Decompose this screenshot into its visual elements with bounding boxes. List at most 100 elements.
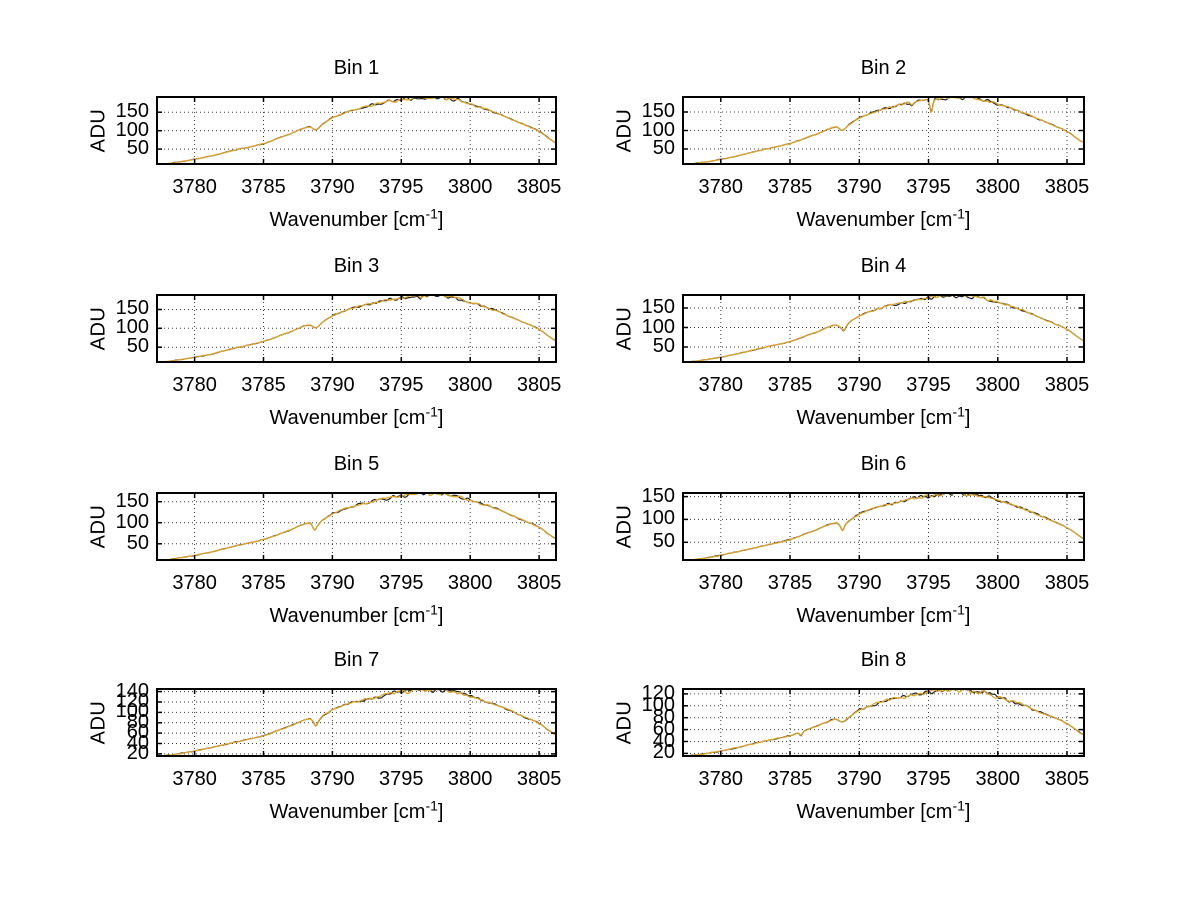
grid — [156, 492, 557, 561]
x-axis-label: Wavenumber [cm-1] — [269, 601, 444, 627]
plot-canvas — [156, 688, 557, 757]
x-tick-label: 3780 — [698, 768, 744, 790]
y-tick-label: 20 — [126, 741, 149, 764]
x-tick-label: 3790 — [310, 374, 355, 396]
subplot-title: Bin 7 — [333, 649, 380, 671]
x-tick-label: 3785 — [767, 374, 813, 396]
y-tick-label: 80 — [126, 710, 149, 733]
y-tick-label: 100 — [641, 507, 675, 530]
plot-canvas — [682, 688, 1085, 757]
x-tick-label: 3785 — [767, 572, 813, 594]
grid — [156, 96, 557, 165]
y-tick-label: 150 — [115, 489, 149, 512]
subplot-title: Bin 6 — [860, 453, 907, 475]
plot-canvas — [156, 492, 557, 561]
x-axis-label: Wavenumber [cm-1] — [269, 403, 444, 429]
spectrum-line — [682, 492, 1085, 561]
x-tick-label: 3785 — [241, 572, 286, 594]
x-tick-label: 3780 — [172, 374, 217, 396]
x-tick-label: 3800 — [975, 176, 1021, 198]
x-tick-label: 3800 — [975, 374, 1021, 396]
x-tick-label: 3780 — [698, 374, 744, 396]
y-tick-label: 50 — [652, 530, 675, 553]
y-tick-label: 50 — [652, 335, 675, 358]
subplot-title: Bin 2 — [860, 57, 907, 79]
x-tick-label: 3785 — [241, 768, 286, 790]
x-tick-label: 3785 — [767, 768, 813, 790]
y-tick-label: 80 — [652, 705, 675, 728]
plot-canvas — [682, 294, 1085, 363]
x-tick-label: 3800 — [975, 572, 1021, 594]
x-tick-label: 3795 — [906, 768, 951, 790]
x-tick-label: 3780 — [698, 176, 744, 198]
y-tick-label: 100 — [641, 118, 675, 141]
axis-frame — [682, 96, 1085, 165]
x-tick-label: 3805 — [516, 768, 562, 790]
y-tick-label: 150 — [115, 297, 149, 320]
x-tick-label: 3805 — [1044, 768, 1090, 790]
y-tick-label: 150 — [641, 484, 675, 507]
y-tick-label: 40 — [126, 731, 149, 754]
subplot-title: Bin 1 — [333, 57, 380, 79]
x-tick-label: 3795 — [906, 374, 951, 396]
y-tick-label: 40 — [652, 729, 675, 752]
y-tick-label: 100 — [115, 700, 149, 723]
x-tick-label: 3800 — [447, 768, 493, 790]
axis-frame — [682, 688, 1085, 757]
y-tick-label: 50 — [126, 335, 149, 358]
axis-frame — [156, 492, 557, 561]
subplot-title: Bin 4 — [860, 255, 907, 277]
x-tick-label: 3800 — [447, 572, 493, 594]
x-tick-label: 3780 — [172, 768, 217, 790]
y-tick-label: 100 — [115, 316, 149, 339]
y-tick-label: 60 — [652, 717, 675, 740]
spectrum-line — [682, 96, 1085, 165]
y-tick-label: 120 — [641, 681, 675, 704]
plot-canvas — [682, 96, 1085, 165]
x-axis-label: Wavenumber [cm-1] — [796, 601, 971, 627]
spectrum-line — [156, 294, 557, 363]
y-tick-label: 150 — [115, 100, 149, 123]
x-tick-label: 3785 — [767, 176, 813, 198]
axis-frame — [156, 96, 557, 165]
y-tick-label: 20 — [652, 741, 675, 764]
x-tick-label: 3795 — [379, 176, 424, 198]
x-tick-label: 3780 — [172, 572, 217, 594]
x-tick-label: 3805 — [516, 572, 562, 594]
y-tick-label: 150 — [641, 99, 675, 122]
x-tick-label: 3785 — [241, 374, 286, 396]
x-tick-label: 3800 — [447, 176, 493, 198]
x-tick-label: 3795 — [379, 572, 424, 594]
x-tick-label: 3805 — [516, 176, 562, 198]
plot-canvas — [156, 96, 557, 165]
y-tick-label: 50 — [126, 531, 149, 554]
x-tick-label: 3795 — [906, 176, 951, 198]
y-tick-label: 60 — [126, 721, 149, 744]
x-axis-label: Wavenumber [cm-1] — [796, 797, 971, 823]
y-tick-label: 100 — [641, 315, 675, 338]
x-tick-label: 3805 — [1044, 572, 1090, 594]
spectrum-line — [682, 294, 1085, 363]
x-tick-label: 3805 — [516, 374, 562, 396]
subplot-title: Bin 3 — [333, 255, 380, 277]
spectrum-line — [156, 492, 557, 561]
x-tick-label: 3790 — [837, 768, 882, 790]
x-tick-label: 3790 — [837, 572, 882, 594]
axis-frame — [156, 294, 557, 363]
x-tick-label: 3785 — [241, 176, 286, 198]
x-tick-label: 3795 — [906, 572, 951, 594]
spectrum-line — [156, 96, 557, 165]
x-tick-label: 3790 — [837, 176, 882, 198]
x-axis-label: Wavenumber [cm-1] — [269, 205, 444, 231]
spectrum-line — [156, 688, 557, 757]
subplot-title: Bin 8 — [860, 649, 907, 671]
x-axis-label: Wavenumber [cm-1] — [269, 797, 444, 823]
x-tick-label: 3790 — [310, 176, 355, 198]
x-axis-label: Wavenumber [cm-1] — [796, 403, 971, 429]
x-tick-label: 3800 — [447, 374, 493, 396]
x-tick-label: 3795 — [379, 768, 424, 790]
x-tick-label: 3795 — [379, 374, 424, 396]
subplot-title: Bin 5 — [333, 453, 380, 475]
y-tick-label: 50 — [126, 137, 149, 160]
